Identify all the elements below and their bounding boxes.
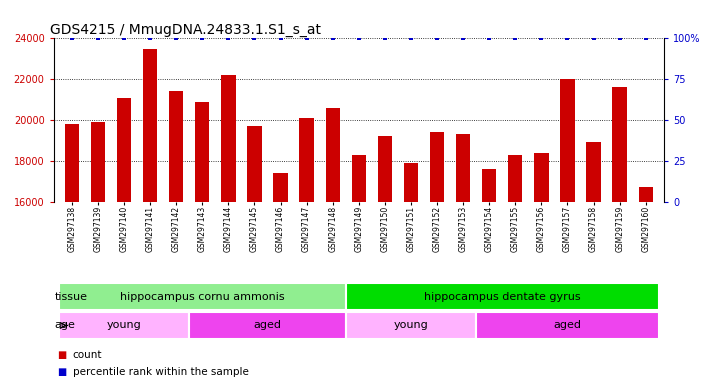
Bar [65,124,79,384]
Bar [346,283,659,310]
Text: aged: aged [553,320,581,331]
Point [379,35,391,41]
Bar [91,122,105,384]
Text: ■: ■ [57,367,66,377]
Bar [273,173,288,384]
Bar [560,79,575,384]
Text: GDS4215 / MmugDNA.24833.1.S1_s_at: GDS4215 / MmugDNA.24833.1.S1_s_at [51,23,321,37]
Bar [247,126,261,384]
Bar [613,88,627,384]
Point [301,35,312,41]
Bar [189,312,346,339]
Bar [534,153,548,384]
Text: tissue: tissue [55,291,88,302]
Bar [346,312,476,339]
Bar [404,163,418,384]
Bar [59,312,189,339]
Point [483,35,495,41]
Point [119,35,130,41]
Bar [482,169,496,384]
Bar [299,118,313,384]
Text: aged: aged [253,320,281,331]
Point [327,35,338,41]
Text: ■: ■ [57,350,66,360]
Bar [221,75,236,384]
Bar [456,134,471,384]
Bar [169,91,183,384]
Bar [351,155,366,384]
Point [458,35,469,41]
Point [353,35,365,41]
Bar [378,136,392,384]
Point [223,35,234,41]
Point [144,35,156,41]
Point [510,35,521,41]
Point [431,35,443,41]
Bar [195,102,209,384]
Bar [117,98,131,384]
Point [196,35,208,41]
Text: hippocampus dentate gyrus: hippocampus dentate gyrus [424,291,580,302]
Point [614,35,625,41]
Point [640,35,651,41]
Text: young: young [106,320,141,331]
Bar [638,187,653,384]
Point [171,35,182,41]
Point [562,35,573,41]
Bar [586,142,600,384]
Point [66,35,78,41]
Text: young: young [393,320,428,331]
Point [536,35,547,41]
Bar [430,132,444,384]
Point [588,35,599,41]
Point [248,35,260,41]
Text: percentile rank within the sample: percentile rank within the sample [73,367,248,377]
Bar [508,155,523,384]
Point [406,35,417,41]
Bar [326,108,340,384]
Point [92,35,104,41]
Point [275,35,286,41]
Bar [59,283,346,310]
Text: age: age [55,320,76,331]
Text: count: count [73,350,102,360]
Bar [143,49,157,384]
Bar [476,312,659,339]
Text: hippocampus cornu ammonis: hippocampus cornu ammonis [120,291,285,302]
